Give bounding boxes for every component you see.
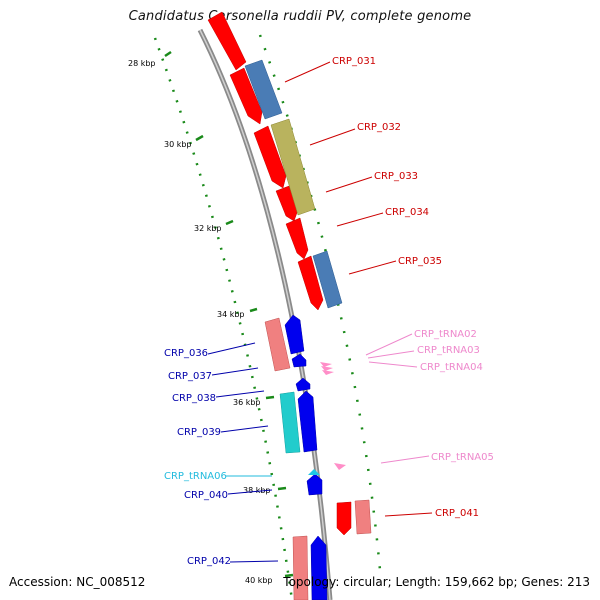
feature-label-crp040[interactable]: CRP_040 <box>184 490 228 501</box>
trna-mark[interactable] <box>334 463 346 470</box>
leader-line <box>336 212 384 227</box>
cds-arrow-crp041[interactable] <box>336 501 352 536</box>
feature-label-trna06[interactable]: CRP_tRNA06 <box>164 471 227 482</box>
reverse-cds-track <box>264 314 328 600</box>
leader-line <box>384 512 433 517</box>
cds-arrow[interactable] <box>285 217 309 260</box>
tick-mark <box>249 307 258 313</box>
feature-label-crp042[interactable]: CRP_042 <box>187 556 231 567</box>
cds-arrow[interactable] <box>295 377 311 392</box>
forward-cds-track <box>207 11 352 536</box>
genome-backbone-highlight <box>199 29 331 600</box>
leader-line <box>365 333 413 356</box>
leader-line <box>220 425 269 433</box>
cds-arrow[interactable] <box>297 390 318 453</box>
cds-block[interactable] <box>244 59 283 120</box>
feature-label-crp033[interactable]: CRP_033 <box>374 171 418 182</box>
feature-label-crp039[interactable]: CRP_039 <box>177 427 221 438</box>
tick-label: 32 kbp <box>194 224 222 233</box>
leader-line <box>380 455 430 464</box>
feature-label-trna04[interactable]: CRP_tRNA04 <box>420 362 483 373</box>
tick-mark <box>225 219 234 226</box>
cds-block[interactable] <box>279 391 301 454</box>
tick-labels: 28 kbp 30 kbp 32 kbp 34 kbp 36 kbp 38 kb… <box>128 59 273 585</box>
leader-line <box>348 260 397 275</box>
feature-label-crp037[interactable]: CRP_037 <box>168 371 212 382</box>
tick-mark <box>284 573 294 578</box>
tick-label: 28 kbp <box>128 59 156 68</box>
trna-marks <box>308 362 346 475</box>
feature-label-crp038[interactable]: CRP_038 <box>172 393 216 404</box>
feature-label-crp041[interactable]: CRP_041 <box>435 508 479 519</box>
cds-block[interactable] <box>312 250 343 309</box>
leader-line <box>325 176 373 193</box>
tick-label: 38 kbp <box>243 486 271 495</box>
feature-label-crp035[interactable]: CRP_035 <box>398 256 442 267</box>
feature-labels: CRP_031 CRP_032 CRP_033 CRP_034 CRP_035 … <box>164 56 494 567</box>
trna-mark[interactable] <box>322 370 334 375</box>
tick-mark <box>277 486 287 491</box>
cds-arrow[interactable] <box>253 125 287 189</box>
cds-arrow-crp040[interactable] <box>306 473 323 496</box>
feature-label-trna02[interactable]: CRP_tRNA02 <box>414 329 477 340</box>
leader-line <box>229 560 279 563</box>
genome-summary-text: Topology: circular; Length: 159,662 bp; … <box>283 575 590 589</box>
cds-arrow[interactable] <box>297 255 324 311</box>
tick-label: 30 kbp <box>164 140 192 149</box>
cds-arrow[interactable] <box>275 185 299 222</box>
feature-label-crp034[interactable]: CRP_034 <box>385 207 429 218</box>
leader-line <box>368 361 418 368</box>
tick-label: 34 kbp <box>217 310 245 319</box>
feature-label-crp031[interactable]: CRP_031 <box>332 56 376 67</box>
cds-arrow[interactable] <box>207 11 247 71</box>
feature-label-trna05[interactable]: CRP_tRNA05 <box>431 452 494 463</box>
leader-line <box>227 489 273 495</box>
trna-mark[interactable] <box>308 469 320 475</box>
cds-arrow[interactable] <box>284 314 305 355</box>
feature-label-crp036[interactable]: CRP_036 <box>164 348 208 359</box>
leader-line <box>211 367 259 376</box>
outer-blocks <box>244 59 372 535</box>
leader-lines <box>207 61 433 563</box>
cds-block[interactable] <box>270 118 316 216</box>
tick-mark <box>164 50 172 58</box>
accession-text: Accession: NC_008512 <box>9 575 146 589</box>
tick-arcs <box>153 34 382 600</box>
cds-arrow[interactable] <box>291 353 307 368</box>
tick-mark <box>195 134 204 142</box>
cds-arrow[interactable] <box>229 67 263 125</box>
feature-label-crp032[interactable]: CRP_032 <box>357 122 401 133</box>
leader-line <box>207 342 256 355</box>
leader-line <box>284 61 331 83</box>
leader-line <box>309 128 356 146</box>
trna-mark[interactable] <box>320 362 332 367</box>
cds-block[interactable] <box>264 317 291 372</box>
cds-block[interactable] <box>292 535 309 600</box>
trna-mark[interactable] <box>321 366 333 371</box>
cds-arrow-crp042[interactable] <box>310 535 328 600</box>
major-ticks <box>164 50 294 578</box>
leader-line <box>215 390 265 398</box>
feature-label-trna03[interactable]: CRP_tRNA03 <box>417 345 480 356</box>
inner-dotted-arc <box>153 37 294 600</box>
leader-line <box>367 350 415 359</box>
tick-mark <box>265 395 275 400</box>
tick-label: 40 kbp <box>245 576 273 585</box>
tick-label: 36 kbp <box>233 398 261 407</box>
cds-block[interactable] <box>354 499 372 535</box>
